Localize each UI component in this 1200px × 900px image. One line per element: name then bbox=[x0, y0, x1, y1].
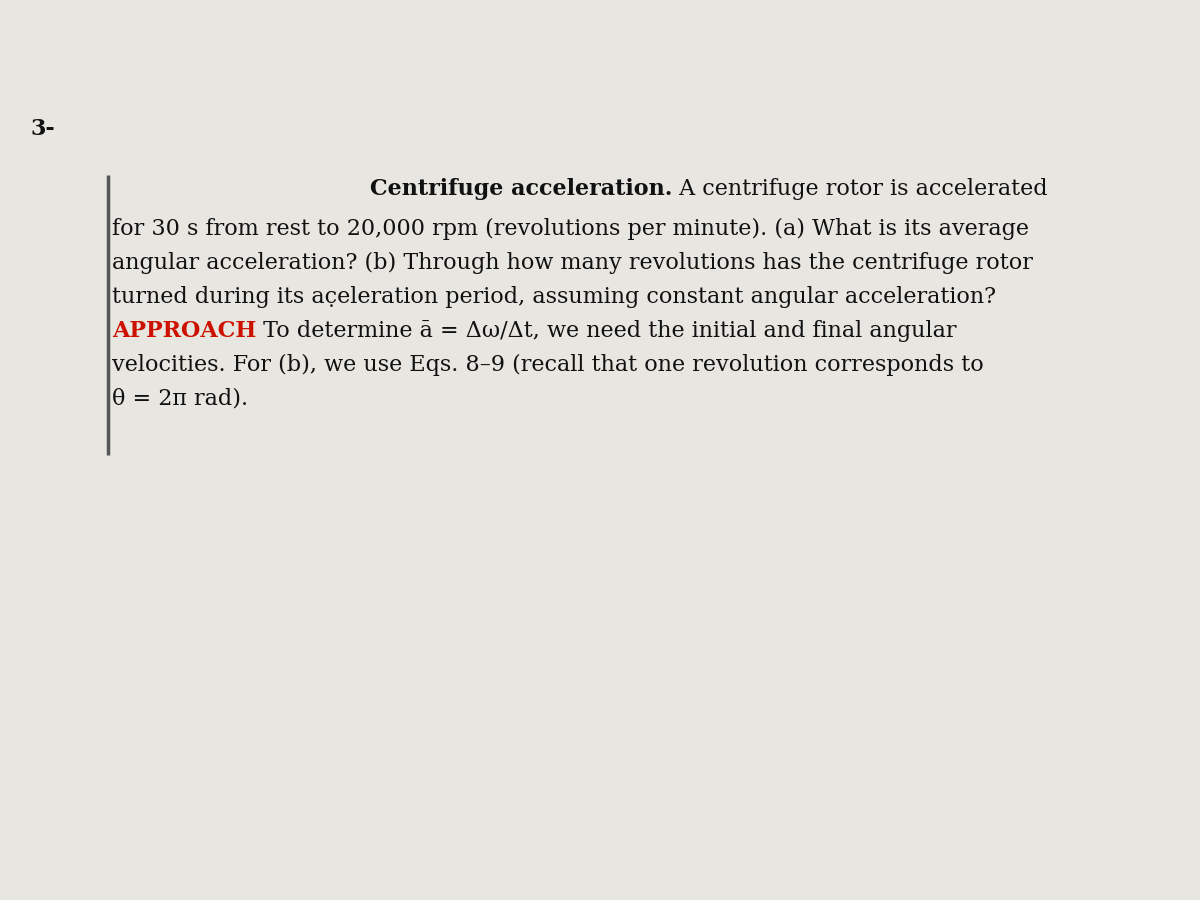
Text: for 30 s from rest to 20,000 rpm (revolutions per minute). (a) What is its avera: for 30 s from rest to 20,000 rpm (revolu… bbox=[112, 218, 1030, 240]
Text: Centrifuge acceleration.: Centrifuge acceleration. bbox=[370, 178, 672, 200]
Text: velocities. For (b), we use Eqs. 8–9 (recall that one revolution corresponds to: velocities. For (b), we use Eqs. 8–9 (re… bbox=[112, 354, 984, 376]
Text: θ = 2π rad).: θ = 2π rad). bbox=[112, 388, 248, 410]
Text: A centrifuge rotor is accelerated: A centrifuge rotor is accelerated bbox=[672, 178, 1048, 200]
Text: APPROACH: APPROACH bbox=[112, 320, 257, 342]
Text: 3-: 3- bbox=[30, 118, 55, 140]
Text: turned during its ac̣eleration period, assuming constant angular acceleration?: turned during its ac̣eleration period, a… bbox=[112, 286, 996, 308]
Text: angular acceleration? (b) Through how many revolutions has the centrifuge rotor: angular acceleration? (b) Through how ma… bbox=[112, 252, 1033, 274]
Text: To determine ā = Δω/Δt, we need the initial and final angular: To determine ā = Δω/Δt, we need the init… bbox=[257, 320, 956, 342]
